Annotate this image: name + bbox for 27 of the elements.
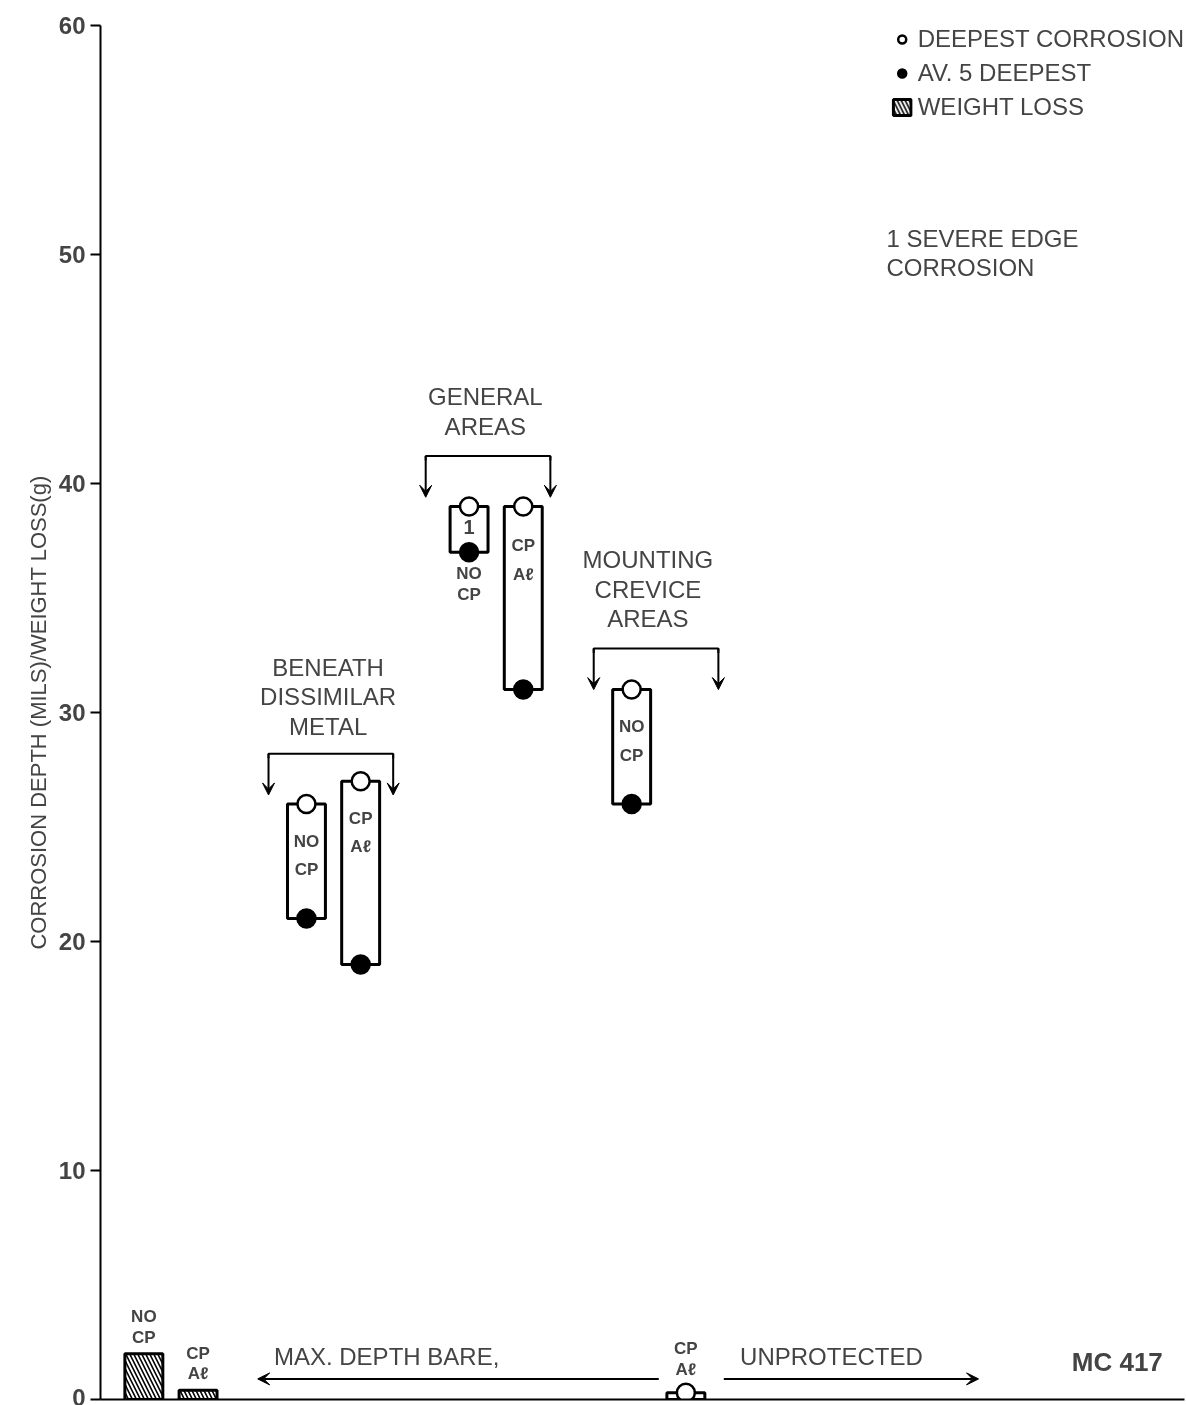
annotation: 1 [463, 516, 475, 539]
annotation: NO CP [293, 831, 320, 880]
annotation: GENERAL AREAS [427, 383, 543, 440]
y-tick-label: 50 [58, 241, 86, 268]
annotation: CP Aℓ [511, 536, 536, 584]
y-tick-label: 20 [58, 928, 86, 955]
annotation: UNPROTECTED [740, 1342, 923, 1370]
annotation: MOUNTING CREVICE AREAS [582, 545, 714, 633]
y-tick-label: 0 [72, 1383, 86, 1405]
annotation: NO CP [456, 563, 482, 604]
y-tick-label: 10 [58, 1157, 86, 1184]
legend-label: WEIGHT LOSS [917, 93, 1084, 121]
annotation: MC 417 [1071, 1346, 1163, 1377]
annotation: NO CP [618, 717, 645, 765]
annotation: CP Aℓ [348, 808, 373, 857]
y-axis-title: CORROSION DEPTH (MILS)/WEIGHT LOSS(g) [25, 475, 51, 950]
annotation: NO CP [131, 1306, 157, 1347]
y-tick-label: 30 [58, 699, 86, 726]
annotation: 1 SEVERE EDGE CORROSION [886, 224, 1079, 282]
annotation: CP Aℓ [186, 1343, 210, 1384]
annotation: MAX. DEPTH BARE, [273, 1342, 500, 1370]
y-tick-label: 40 [58, 470, 86, 497]
annotation: CP Aℓ [674, 1338, 698, 1379]
annotation: BENEATH DISSIMILAR METAL [260, 653, 397, 740]
legend-label: DEEPEST CORROSION [917, 25, 1184, 53]
legend-label: AV. 5 DEEPEST [917, 59, 1092, 87]
y-tick-label: 60 [58, 12, 86, 39]
